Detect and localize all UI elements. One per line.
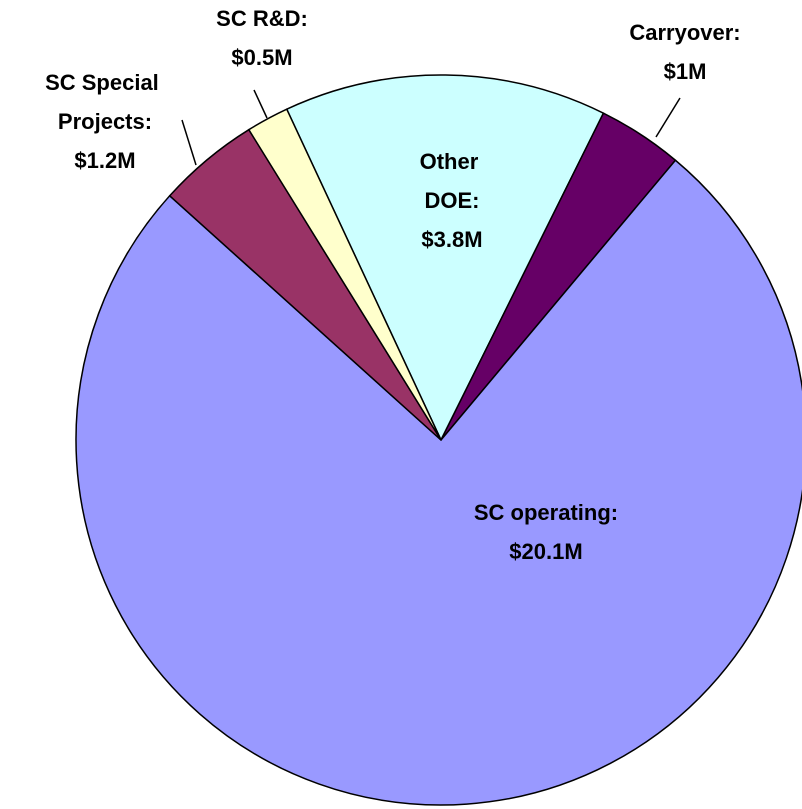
slice-value-label: $20.1M	[509, 539, 582, 564]
pie-slice	[285, 74, 605, 441]
slice-label: SC Special Projects:	[45, 70, 165, 134]
leader-line	[181, 119, 197, 166]
slice-label: Other DOE:	[420, 149, 485, 213]
pie-slice	[248, 108, 442, 441]
slice-label: SC R&D:	[216, 6, 308, 31]
slice-label: SC operating:	[474, 500, 618, 525]
leader-line	[253, 89, 268, 119]
slice-value-label: $3.8M	[421, 227, 482, 252]
slice-value-label: $1.2M	[74, 148, 135, 173]
slice-value-label: $1M	[664, 59, 707, 84]
pie-slice	[75, 159, 802, 806]
slice-label: Carryover:	[629, 20, 740, 45]
slice-value-label: $0.5M	[231, 45, 292, 70]
leader-line	[655, 97, 681, 138]
